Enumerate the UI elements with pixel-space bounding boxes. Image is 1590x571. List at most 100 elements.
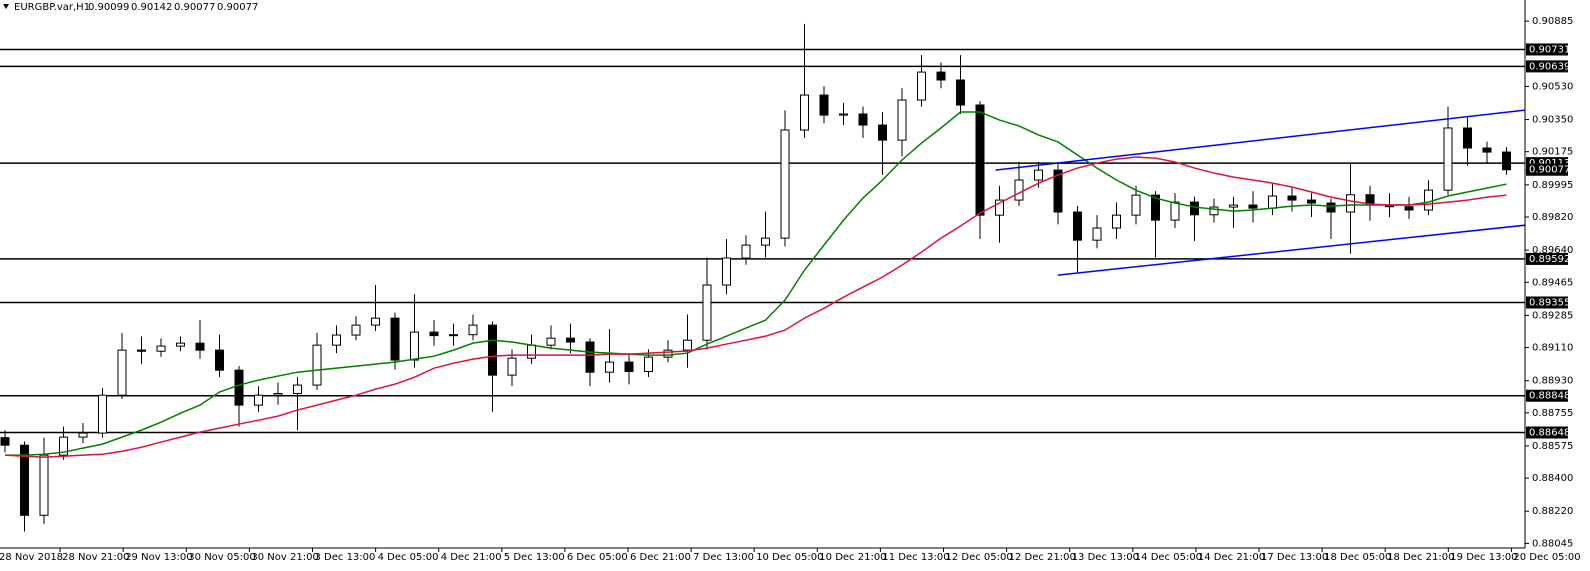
candle-body — [1209, 206, 1219, 216]
candle-body — [975, 104, 985, 216]
candle-body — [624, 361, 634, 372]
y-tick-label: 0.90885 — [1532, 16, 1573, 27]
y-tick-label: 0.88755 — [1532, 408, 1573, 419]
candle-body — [702, 284, 712, 341]
candle-body — [800, 94, 809, 131]
channel-line — [995, 109, 1525, 171]
header-open: 0.90099 — [88, 2, 129, 13]
x-tick-label: 3 Dec 13:00 — [315, 552, 376, 563]
candle-body — [819, 94, 829, 116]
candle-body — [1151, 194, 1160, 221]
candle-body — [956, 79, 965, 106]
candle-body — [59, 436, 68, 456]
candle-body — [761, 237, 770, 246]
candle-body — [234, 369, 244, 406]
candle-body — [1112, 214, 1121, 229]
candle-body — [1424, 189, 1433, 211]
candle-body — [0, 437, 10, 446]
candle-body — [195, 342, 205, 351]
x-tick-label: 6 Dec 05:00 — [567, 552, 628, 563]
channel-line — [1057, 224, 1525, 276]
y-tick-label: 0.89465 — [1532, 277, 1573, 288]
y-tick-label: 0.89995 — [1532, 180, 1573, 191]
x-tick-label: 10 Dec 05:00 — [756, 552, 823, 563]
candle-body — [839, 113, 848, 116]
y-tick-label: 0.88220 — [1532, 506, 1573, 517]
candle-body — [468, 324, 478, 336]
level-box — [1526, 389, 1568, 402]
x-tick-label: 7 Dec 13:00 — [693, 552, 754, 563]
level-box — [1526, 43, 1568, 56]
moving-average — [5, 111, 1507, 456]
x-tick-label: 5 Dec 13:00 — [504, 552, 565, 563]
level-label: 0.90113 — [1529, 158, 1570, 169]
header-close: 0.90077 — [217, 2, 258, 13]
candle-body — [644, 356, 653, 372]
candle-body — [332, 334, 341, 346]
candle-body — [410, 331, 419, 361]
candle-body — [1073, 211, 1082, 241]
candle-body — [117, 349, 127, 396]
candle-body — [1014, 179, 1024, 201]
candle-body — [1307, 199, 1316, 204]
candle-body — [137, 349, 146, 352]
candle-body — [215, 349, 224, 371]
y-tick-label: 0.89820 — [1532, 212, 1573, 223]
candle-body — [1346, 194, 1355, 213]
candle-body — [527, 344, 536, 359]
candle-body — [722, 257, 731, 286]
candle-body — [1190, 201, 1199, 216]
candle-body — [1248, 204, 1258, 209]
candle-body — [488, 324, 497, 376]
y-tick-label: 0.88045 — [1532, 538, 1573, 549]
candle-body — [585, 341, 595, 373]
candle-body — [1326, 202, 1336, 213]
x-tick-label: 4 Dec 21:00 — [441, 552, 502, 563]
candle-body — [1131, 194, 1141, 216]
x-tick-label: 28 Nov 21:00 — [62, 552, 129, 563]
candle-body — [176, 342, 185, 347]
candle-body — [351, 324, 361, 336]
candle-body — [1443, 127, 1453, 191]
candle-body — [897, 99, 907, 141]
menu-arrow[interactable] — [3, 4, 9, 9]
x-tick-label: 18 Dec 21:00 — [1387, 552, 1454, 563]
level-label: 0.89592 — [1529, 254, 1570, 265]
candle-body — [98, 394, 107, 434]
candle-body — [20, 444, 29, 516]
candle-body — [39, 454, 49, 516]
x-tick-label: 12 Dec 05:00 — [946, 552, 1013, 563]
candle-body — [1034, 169, 1043, 181]
candle-body — [156, 345, 166, 352]
x-tick-label: 11 Dec 13:00 — [882, 552, 949, 563]
candle-body — [1482, 147, 1492, 153]
level-box — [1526, 252, 1568, 265]
candle-body — [780, 129, 790, 239]
y-tick-label: 0.89110 — [1532, 343, 1573, 354]
candle-body — [917, 71, 926, 101]
x-tick-label: 4 Dec 05:00 — [378, 552, 439, 563]
candle-body — [507, 357, 517, 376]
x-tick-label: 17 Dec 13:00 — [1261, 552, 1328, 563]
level-box — [1526, 296, 1568, 309]
candle-body — [858, 113, 868, 126]
candle-body — [995, 199, 1004, 216]
candle-body — [390, 317, 400, 361]
y-tick-label: 0.90530 — [1532, 81, 1573, 92]
level-label: 0.88848 — [1529, 391, 1570, 402]
y-tick-label: 0.90175 — [1532, 147, 1573, 158]
candle-body — [429, 331, 439, 337]
x-tick-label: 12 Dec 21:00 — [1009, 552, 1076, 563]
plot — [0, 23, 1525, 532]
x-tick-label: 29 Nov 13:00 — [125, 552, 192, 563]
level-label: 0.88648 — [1529, 428, 1570, 439]
x-tick-label: 30 Nov 21:00 — [251, 552, 318, 563]
candle-body — [1170, 201, 1180, 221]
candle-body — [1053, 169, 1063, 213]
candle-body — [663, 349, 673, 358]
x-tick-label: 14 Dec 21:00 — [1198, 552, 1265, 563]
candle-body — [878, 124, 887, 141]
x-tick-label: 14 Dec 05:00 — [1135, 552, 1202, 563]
symbol: EURGBP.var,H1 — [14, 2, 90, 13]
